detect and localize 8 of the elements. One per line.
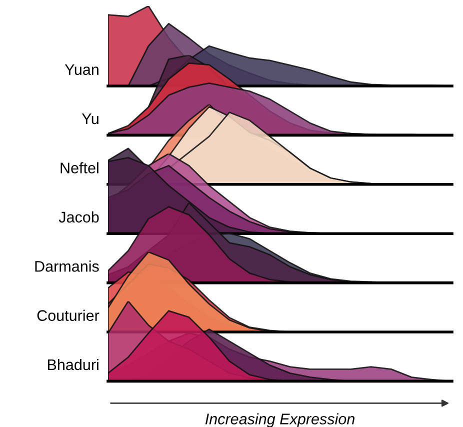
- y-axis-title: Couturier: [37, 310, 100, 321]
- y-axis-title: Bhaduri: [48, 358, 98, 370]
- y-axis-title: Yu: [82, 114, 98, 124]
- x-axis-title: Increasing Expression: [205, 413, 354, 427]
- y-axis-title: Jacob: [58, 211, 99, 223]
- y-axis-title: Darmanis: [35, 260, 99, 272]
- y-axis-title: Yuan: [64, 64, 98, 75]
- y-axis-title: Neftel: [60, 162, 98, 174]
